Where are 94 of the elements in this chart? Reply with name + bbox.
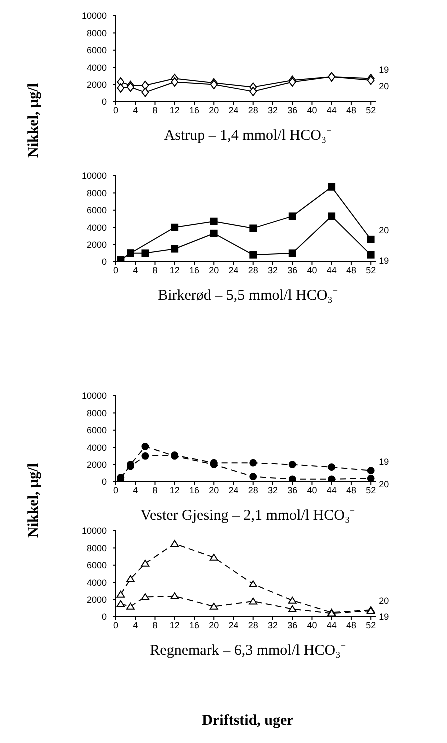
x-tick-label: 28 [248,485,258,496]
x-tick-label: 0 [113,485,119,496]
x-tick-label: 16 [189,620,200,630]
series-label: 20 [379,226,390,236]
y-tick-label: 4000 [86,442,107,453]
x-tick-label: 40 [307,485,318,496]
x-tick-label: 36 [288,265,298,276]
x-tick-label: 8 [152,485,158,496]
x-tick-label: 40 [307,265,318,276]
x-tick-label: 44 [326,620,337,630]
series-label: 19 [379,64,390,75]
x-tick-label: 4 [133,485,138,496]
series-label: 19 [379,256,390,266]
x-tick-label: 16 [189,485,200,496]
x-tick-label: 32 [268,265,278,276]
y-tick-label: 2000 [86,460,107,470]
series-label: 19 [379,612,390,622]
series-label: 20 [379,82,390,92]
x-tick-label: 0 [113,105,119,116]
x-tick-label: 0 [113,620,119,630]
x-tick-label: 32 [268,105,278,116]
x-tick-label: 52 [366,485,376,496]
x-tick-label: 24 [228,105,239,116]
y-tick-label: 8000 [86,543,107,554]
x-tick-label: 48 [346,265,356,276]
y-tick-label: 0 [102,612,107,622]
x-tick-label: 16 [189,105,200,116]
x-axis-title: Driftstid, uger [201,713,295,730]
x-tick-label: 12 [170,105,180,116]
text: Regnemark – 6,3 mmol/l HCO₃⁻ [149,642,347,660]
x-tick-label: 20 [209,620,220,630]
y-tick-label: 2000 [86,594,107,605]
x-tick-label: 48 [346,105,356,116]
x-tick-label: 28 [248,265,258,276]
x-tick-label: 16 [189,265,200,276]
x-tick-label: 44 [326,265,337,276]
x-tick-label: 4 [133,265,138,276]
y-tick-label: 0 [102,257,107,268]
y-tick-label: 10000 [82,11,107,22]
x-tick-label: 12 [170,485,180,496]
y-tick-label: 4000 [86,62,107,73]
x-tick-label: 20 [209,485,220,496]
y-tick-label: 6000 [86,206,107,216]
y-tick-label: 2000 [86,80,107,90]
x-tick-label: 4 [133,105,138,116]
y-tick-label: 6000 [86,560,107,571]
text: Birkerød – 5,5 mmol/l HCO₃⁻ [157,287,339,305]
x-tick-label: 40 [307,105,318,116]
y-tick-label: 6000 [86,426,107,436]
x-tick-label: 28 [248,620,258,630]
y-tick-label: 10000 [82,526,107,536]
y-tick-label: 4000 [86,222,107,233]
x-tick-label: 8 [152,620,158,630]
x-tick-label: 44 [326,485,337,496]
y-tick-label: 10000 [82,171,107,182]
x-tick-label: 8 [152,105,158,116]
y-tick-label: 6000 [86,46,107,56]
x-tick-label: 32 [268,485,278,496]
y-tick-label: 0 [102,97,107,108]
x-tick-label: 20 [209,105,220,116]
x-tick-label: 20 [209,265,220,276]
y-tick-label: 0 [102,477,107,488]
x-tick-label: 24 [228,485,239,496]
x-tick-label: 0 [113,265,119,276]
x-tick-label: 48 [346,620,356,630]
y-tick-label: 4000 [86,578,107,588]
series-label: 20 [379,596,390,606]
x-tick-label: 28 [248,105,258,116]
y-tick-label: 2000 [86,240,107,250]
x-tick-label: 52 [366,620,376,630]
x-tick-label: 36 [288,105,298,116]
y-tick-label: 10000 [82,391,107,402]
x-tick-label: 24 [228,620,239,630]
series-label: 19 [379,456,390,467]
text: Astrup – 1,4 mmol/l HCO₃⁻ [163,127,333,145]
x-tick-label: 52 [366,265,376,276]
x-tick-label: 48 [346,485,356,496]
x-tick-label: 36 [288,620,298,630]
x-tick-label: 12 [170,265,180,276]
x-tick-label: 4 [133,620,138,630]
y-tick-label: 8000 [86,408,107,418]
y-tick-label: 8000 [86,188,107,198]
x-tick-label: 12 [170,620,180,630]
x-tick-label: 52 [366,105,376,116]
x-tick-label: 40 [307,620,318,630]
x-tick-label: 24 [228,265,239,276]
x-tick-label: 8 [152,265,158,276]
text: Vester Gjesing – 2,1 mmol/l HCO₃⁻ [140,507,356,525]
x-tick-label: 44 [326,105,337,116]
y-axis-title: Nikkel, µg/l [26,84,43,158]
x-tick-label: 36 [288,485,298,496]
y-tick-label: 8000 [86,28,107,38]
x-tick-label: 32 [268,620,278,630]
y-axis-title: Nikkel, µg/l [26,464,43,538]
